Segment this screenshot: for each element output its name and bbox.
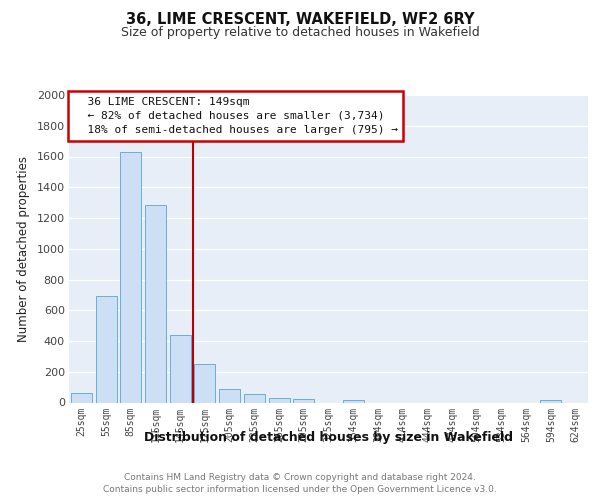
Text: 36 LIME CRESCENT: 149sqm
  ← 82% of detached houses are smaller (3,734)
  18% of: 36 LIME CRESCENT: 149sqm ← 82% of detach… <box>74 96 398 136</box>
Bar <box>343 400 364 402</box>
Bar <box>269 398 290 402</box>
Bar <box>95 296 116 403</box>
Bar <box>194 364 215 403</box>
Text: Contains public sector information licensed under the Open Government Licence v3: Contains public sector information licen… <box>103 485 497 494</box>
Bar <box>219 388 240 402</box>
Bar <box>71 392 92 402</box>
Bar <box>244 394 265 402</box>
Bar <box>541 400 562 402</box>
Bar <box>145 205 166 402</box>
Y-axis label: Number of detached properties: Number of detached properties <box>17 156 30 342</box>
Text: Distribution of detached houses by size in Wakefield: Distribution of detached houses by size … <box>145 431 513 444</box>
Text: Contains HM Land Registry data © Crown copyright and database right 2024.: Contains HM Land Registry data © Crown c… <box>124 472 476 482</box>
Bar <box>293 400 314 402</box>
Text: Size of property relative to detached houses in Wakefield: Size of property relative to detached ho… <box>121 26 479 39</box>
Bar <box>170 335 191 402</box>
Bar <box>120 152 141 403</box>
Text: 36, LIME CRESCENT, WAKEFIELD, WF2 6RY: 36, LIME CRESCENT, WAKEFIELD, WF2 6RY <box>126 12 474 28</box>
